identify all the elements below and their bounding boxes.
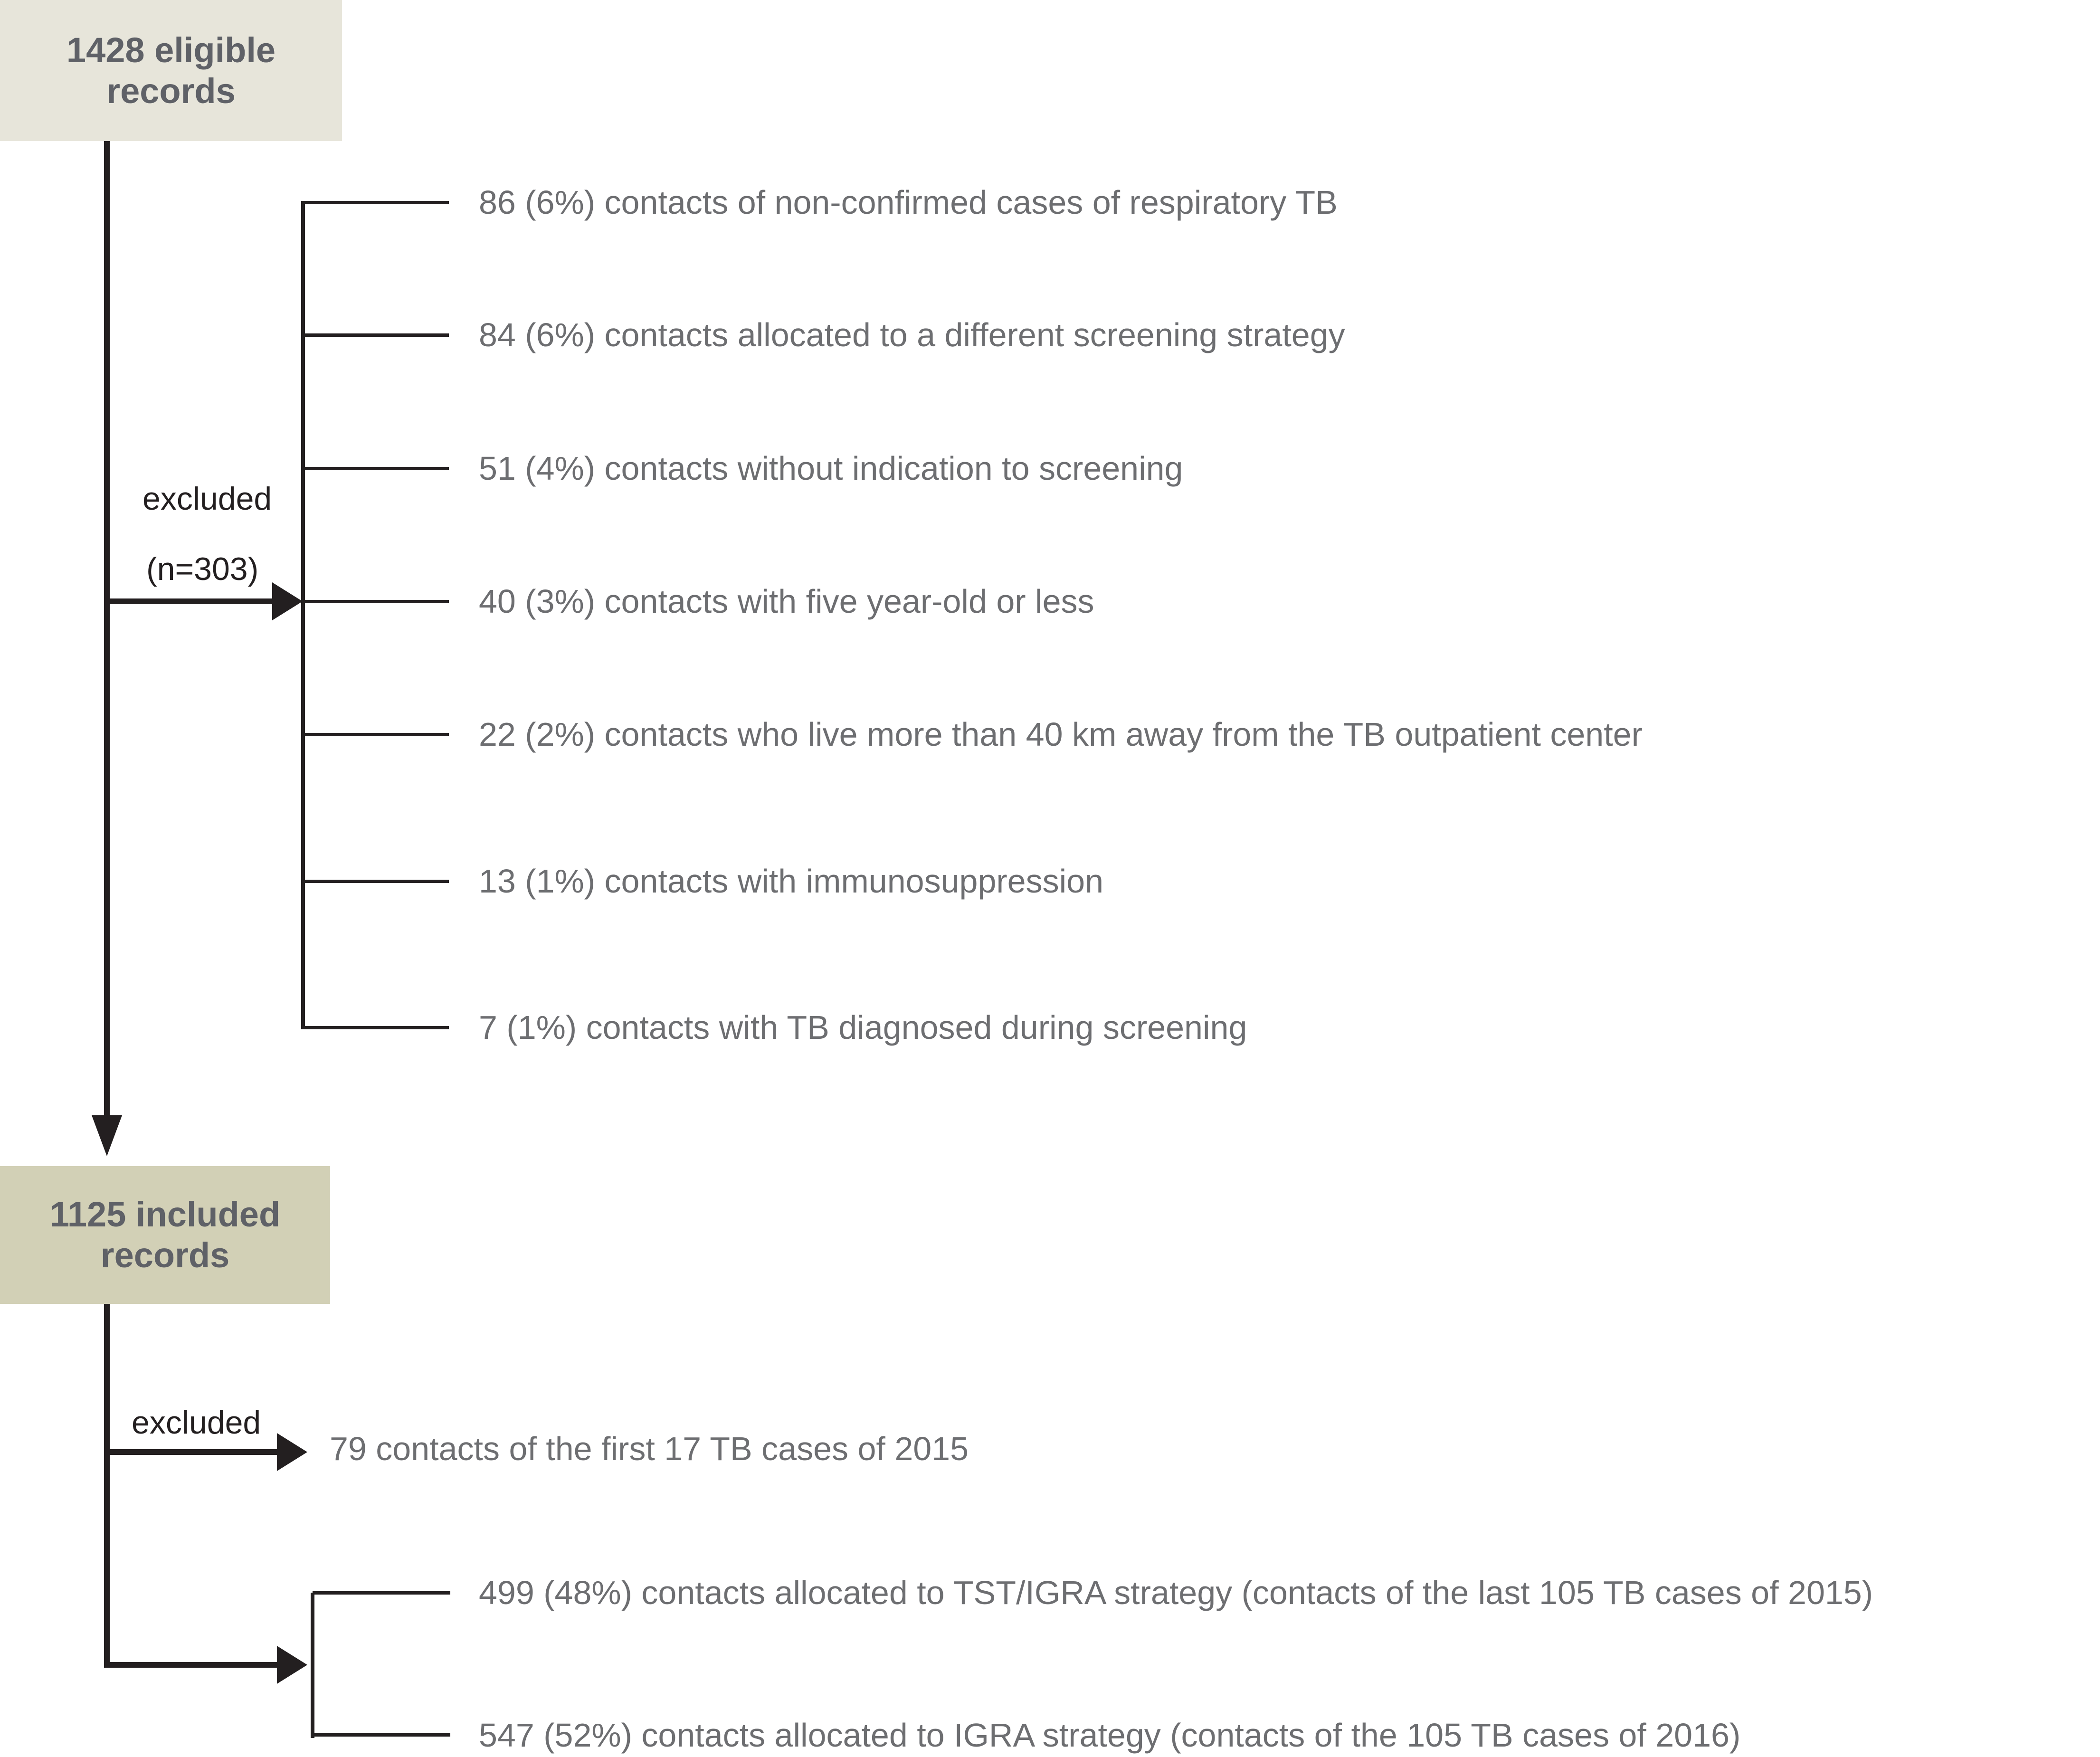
post-exclusion-item: 79 contacts of the first 17 TB cases of … bbox=[330, 1430, 969, 1467]
exclusion-item-5: 22 (2%) contacts who live more than 40 k… bbox=[479, 716, 1643, 753]
exclusion-item-6: 13 (1%) contacts with immunosuppression bbox=[479, 863, 1104, 900]
excluded-top-arrow-shaft bbox=[107, 598, 273, 604]
exclusion-item-1: 86 (6%) contacts of non-confirmed cases … bbox=[479, 184, 1338, 221]
arrow-right-icon bbox=[277, 1433, 307, 1471]
excluded-bottom-arrow-shaft bbox=[107, 1449, 278, 1455]
exclusion-item-7: 7 (1%) contacts with TB diagnosed during… bbox=[479, 1009, 1247, 1046]
bracket-tick bbox=[303, 1026, 449, 1029]
bracket-tick bbox=[303, 467, 449, 470]
excluded-top-count: (n=303) bbox=[146, 551, 259, 587]
bracket-tick bbox=[303, 880, 449, 883]
excluded-top-label: excluded bbox=[143, 481, 272, 517]
allocation-bracket bbox=[311, 1593, 314, 1738]
allocation-item-tst-igra: 499 (48%) contacts allocated to TST/IGRA… bbox=[479, 1574, 1873, 1611]
eligible-records-box: 1428 eligible records bbox=[0, 0, 342, 141]
bracket-tick bbox=[303, 333, 449, 337]
allocation-item-igra: 547 (52%) contacts allocated to IGRA str… bbox=[479, 1717, 1741, 1754]
bracket-tick bbox=[303, 201, 449, 204]
arrow-right-icon bbox=[272, 582, 303, 620]
eligible-records-label: 1428 eligible records bbox=[66, 30, 276, 111]
included-records-box: 1125 included records bbox=[0, 1166, 330, 1304]
bracket-tick bbox=[303, 733, 449, 736]
arrow-down-icon bbox=[92, 1115, 122, 1156]
excluded-bottom-label: excluded bbox=[132, 1405, 261, 1441]
flow-line-main-top bbox=[104, 141, 110, 1115]
included-records-label: 1125 included records bbox=[49, 1195, 281, 1275]
exclusion-item-4: 40 (3%) contacts with five year-old or l… bbox=[479, 583, 1094, 620]
arrow-right-icon bbox=[277, 1646, 307, 1684]
exclusion-item-3: 51 (4%) contacts without indication to s… bbox=[479, 450, 1183, 487]
bracket-tick bbox=[313, 1733, 450, 1737]
flow-line-main-bottom bbox=[104, 1304, 110, 1668]
exclusion-bracket bbox=[301, 201, 305, 1029]
exclusion-item-2: 84 (6%) contacts allocated to a differen… bbox=[479, 316, 1345, 353]
allocation-arrow-shaft bbox=[107, 1662, 278, 1668]
bracket-tick bbox=[303, 600, 449, 603]
bracket-tick bbox=[313, 1591, 450, 1595]
